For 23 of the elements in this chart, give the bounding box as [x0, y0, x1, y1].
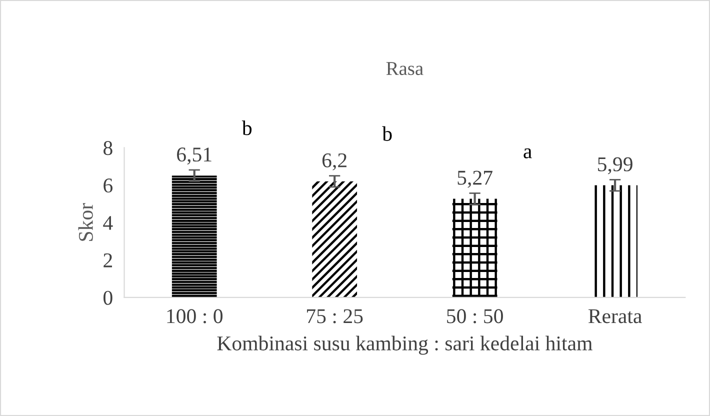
bar — [452, 198, 498, 298]
bar — [312, 181, 358, 298]
y-tick-label: 8 — [104, 141, 112, 156]
x-tick-label: Rerata — [588, 309, 642, 324]
x-tick-label: 50 : 50 — [447, 309, 503, 324]
bar — [592, 185, 638, 298]
chart-title: Rasa — [386, 62, 424, 76]
x-axis-title: Kombinasi susu kambing : sari kedelai hitam — [217, 336, 592, 355]
annotation: a — [524, 148, 532, 158]
y-tick-label: 6 — [104, 178, 113, 193]
y-axis-title: Skor — [78, 203, 93, 241]
y-tick-label: 4 — [103, 216, 113, 230]
text: b — [242, 120, 252, 136]
x-tick-label: 100 : 0 — [167, 309, 223, 324]
data-label: 5,99 — [598, 157, 632, 174]
data-label: 5,27 — [458, 170, 492, 188]
x-tick-label: 75 : 25 — [307, 309, 363, 324]
data-label: 6,51 — [177, 148, 212, 165]
y-tick-label: 0 — [104, 290, 112, 305]
data-label: 6,2 — [322, 153, 346, 170]
y-tick-label: 2 — [104, 253, 112, 268]
text: b — [382, 126, 392, 141]
bar — [172, 176, 217, 298]
